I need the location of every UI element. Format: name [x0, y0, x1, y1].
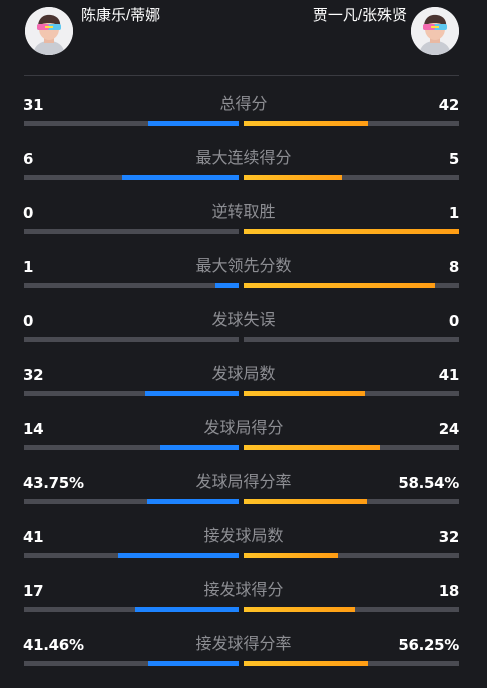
stat-bar-right-fill	[244, 607, 355, 612]
stat-left-value: 32	[23, 366, 44, 384]
stat-row-serve-points: 14 发球局得分 24	[0, 418, 487, 472]
stat-bar-right	[244, 283, 459, 288]
stat-bar-left	[24, 553, 239, 558]
stat-left-value: 17	[23, 582, 44, 600]
stat-right-value: 41	[438, 366, 460, 384]
stat-label: 发球局得分	[203, 420, 284, 437]
stat-label: 接发球得分率	[195, 636, 292, 653]
stat-bar-right-fill	[244, 499, 367, 504]
stat-bar-left	[24, 499, 239, 504]
stat-bar-left	[24, 229, 239, 234]
team-name-right: 贾一凡/张殊贤	[312, 7, 407, 24]
stat-bar-left	[24, 661, 239, 666]
stat-label: 接发球局数	[203, 528, 284, 545]
stat-bar-right	[244, 553, 459, 558]
stat-bar-right	[244, 229, 459, 234]
stat-right-value: 0	[448, 312, 459, 330]
match-header: 陈康乐/蒂娜 贾一凡/张殊贤	[0, 0, 487, 76]
stat-bar-right	[244, 607, 459, 612]
player-avatar-icon	[411, 7, 459, 55]
stat-bar-right-fill	[244, 121, 368, 126]
stat-label: 总得分	[219, 96, 268, 113]
stat-row-receive-points: 17 接发球得分 18	[0, 580, 487, 634]
stat-bar-left-fill	[121, 175, 239, 180]
player-avatar-left[interactable]	[25, 7, 73, 55]
stat-left-value: 43.75%	[23, 474, 84, 492]
stat-bar-left-fill	[147, 661, 239, 666]
header-divider	[24, 75, 459, 76]
stat-right-value: 18	[438, 582, 460, 600]
stat-right-value: 58.54%	[398, 474, 459, 492]
stat-row-total-points: 31 总得分 42	[0, 94, 487, 148]
stat-right-value: 24	[438, 420, 460, 438]
stat-label: 发球局得分率	[195, 474, 292, 491]
stat-bar-right-fill	[244, 391, 365, 396]
stat-right-value: 5	[448, 150, 459, 168]
stat-label: 最大连续得分	[195, 150, 292, 167]
player-avatar-right[interactable]	[411, 7, 459, 55]
stat-left-value: 31	[23, 96, 44, 114]
stat-bar-right	[244, 499, 459, 504]
stat-left-value: 1	[23, 258, 34, 276]
stat-left-value: 6	[23, 150, 34, 168]
stat-bar-left	[24, 121, 239, 126]
stat-bar-left-fill	[118, 553, 239, 558]
stat-bar-right	[244, 337, 459, 342]
stat-right-value: 56.25%	[398, 636, 459, 654]
stat-bar-left	[24, 391, 239, 396]
stat-bar-right-fill	[244, 445, 380, 450]
stat-bar-right	[244, 661, 459, 666]
stat-right-value: 32	[438, 528, 460, 546]
stat-row-comeback-wins: 0 逆转取胜 1	[0, 202, 487, 256]
stat-label: 逆转取胜	[211, 204, 276, 221]
stat-row-max-consecutive-points: 6 最大连续得分 5	[0, 148, 487, 202]
stat-bar-left-fill	[159, 445, 239, 450]
stat-bar-right	[244, 121, 459, 126]
stat-bar-left-fill	[146, 499, 239, 504]
stat-row-max-lead: 1 最大领先分数 8	[0, 256, 487, 310]
stat-left-value: 41.46%	[23, 636, 84, 654]
stat-left-value: 0	[23, 204, 34, 222]
stat-bar-right	[244, 175, 459, 180]
stat-row-serve-errors: 0 发球失误 0	[0, 310, 487, 364]
team-name-left: 陈康乐/蒂娜	[81, 7, 161, 24]
stat-row-receive-point-rate: 41.46% 接发球得分率 56.25%	[0, 634, 487, 688]
stat-bar-left	[24, 337, 239, 342]
stat-bar-right	[244, 445, 459, 450]
stat-left-value: 0	[23, 312, 34, 330]
stat-bar-left	[24, 175, 239, 180]
stat-bar-right-fill	[244, 229, 459, 234]
stat-label: 接发球得分	[203, 582, 284, 599]
stat-label: 最大领先分数	[195, 258, 292, 275]
stat-bar-right-fill	[244, 661, 368, 666]
stat-bar-left-fill	[144, 391, 239, 396]
stat-row-receive-rallies: 41 接发球局数 32	[0, 526, 487, 580]
stat-bar-left	[24, 445, 239, 450]
stat-left-value: 14	[23, 420, 44, 438]
stat-bar-right-fill	[244, 175, 342, 180]
stat-right-value: 8	[448, 258, 459, 276]
stat-bar-right-fill	[244, 283, 436, 288]
player-avatar-icon	[25, 7, 73, 55]
stat-bar-right-fill	[244, 553, 339, 558]
stat-row-serve-rallies: 32 发球局数 41	[0, 364, 487, 418]
stat-bar-left	[24, 607, 239, 612]
stat-bar-left	[24, 283, 239, 288]
stat-bar-left-fill	[147, 121, 239, 126]
stat-label: 发球局数	[211, 366, 276, 383]
stat-label: 发球失误	[211, 312, 276, 329]
stat-right-value: 1	[448, 204, 459, 222]
stat-row-serve-point-rate: 43.75% 发球局得分率 58.54%	[0, 472, 487, 526]
stat-right-value: 42	[438, 96, 460, 114]
stat-bar-right	[244, 391, 459, 396]
stat-bar-left-fill	[215, 283, 239, 288]
stat-left-value: 41	[23, 528, 44, 546]
stat-bar-left-fill	[134, 607, 239, 612]
